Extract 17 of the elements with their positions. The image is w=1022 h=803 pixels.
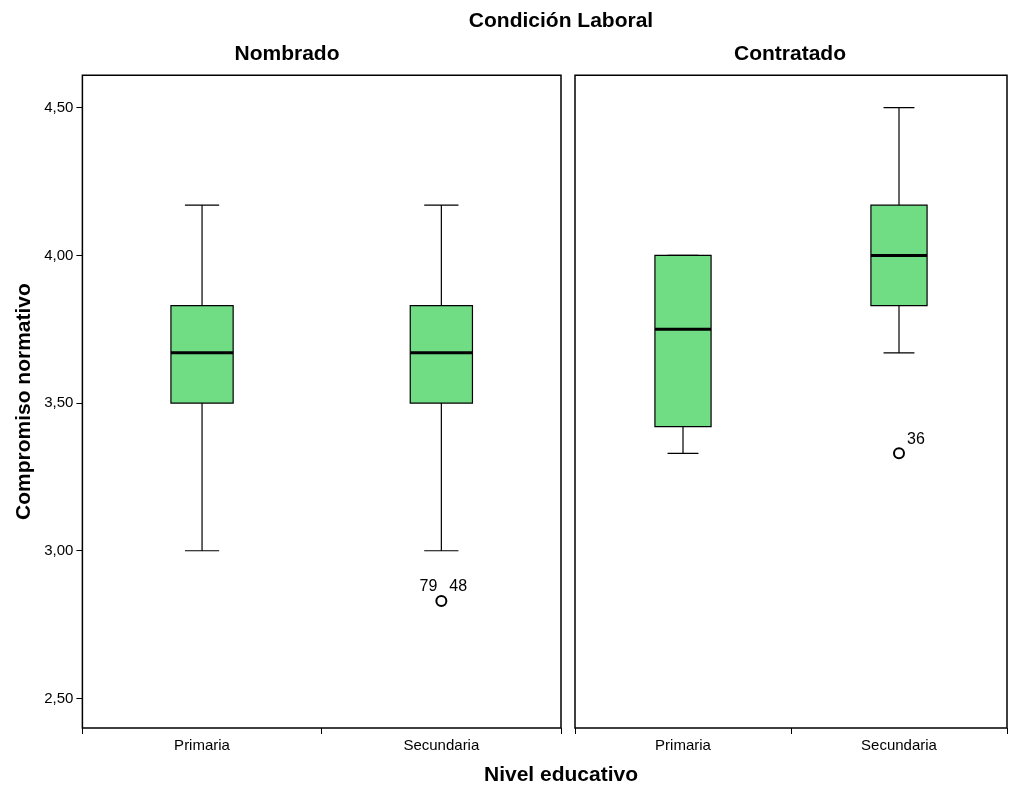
annotation: 48	[449, 577, 468, 595]
x-tick-label: Primaria	[655, 736, 712, 754]
y-axis-title: Compromiso normativo	[11, 283, 35, 521]
y-tick-label: 3,00	[44, 540, 74, 558]
chart-subtitle: Condición Laboral	[467, 8, 655, 33]
x-tick-label: Secundaria	[861, 736, 938, 754]
y-tick-label: 4,00	[44, 245, 74, 263]
annotation: 79	[419, 577, 438, 595]
x-tick-label: Primaria	[174, 736, 231, 754]
chart-title: Nombrado	[234, 41, 340, 65]
y-tick-label: 2,50	[44, 688, 74, 706]
x-axis-title: Nivel educativo	[482, 762, 640, 786]
y-tick-label: 3,50	[44, 393, 74, 411]
annotation: 36	[907, 429, 925, 447]
x-tick-label: Secundaria	[403, 736, 480, 754]
y-tick-label: 4,50	[44, 97, 74, 115]
chart-title: Contratado	[734, 41, 846, 65]
